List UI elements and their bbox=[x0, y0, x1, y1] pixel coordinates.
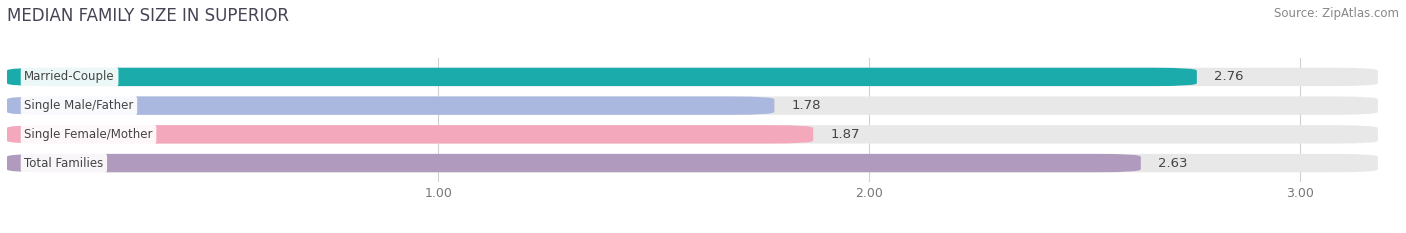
FancyBboxPatch shape bbox=[7, 125, 1378, 144]
FancyBboxPatch shape bbox=[7, 96, 1378, 115]
FancyBboxPatch shape bbox=[7, 125, 813, 144]
Text: Source: ZipAtlas.com: Source: ZipAtlas.com bbox=[1274, 7, 1399, 20]
Text: Single Female/Mother: Single Female/Mother bbox=[24, 128, 153, 141]
Text: Married-Couple: Married-Couple bbox=[24, 70, 115, 83]
Text: 1.78: 1.78 bbox=[792, 99, 821, 112]
Text: 1.87: 1.87 bbox=[831, 128, 860, 141]
Text: 2.76: 2.76 bbox=[1213, 70, 1243, 83]
Text: MEDIAN FAMILY SIZE IN SUPERIOR: MEDIAN FAMILY SIZE IN SUPERIOR bbox=[7, 7, 290, 25]
FancyBboxPatch shape bbox=[7, 96, 775, 115]
Text: Total Families: Total Families bbox=[24, 157, 104, 170]
FancyBboxPatch shape bbox=[7, 68, 1197, 86]
Text: Single Male/Father: Single Male/Father bbox=[24, 99, 134, 112]
FancyBboxPatch shape bbox=[7, 154, 1140, 172]
FancyBboxPatch shape bbox=[7, 68, 1378, 86]
Text: 2.63: 2.63 bbox=[1159, 157, 1188, 170]
FancyBboxPatch shape bbox=[7, 154, 1378, 172]
